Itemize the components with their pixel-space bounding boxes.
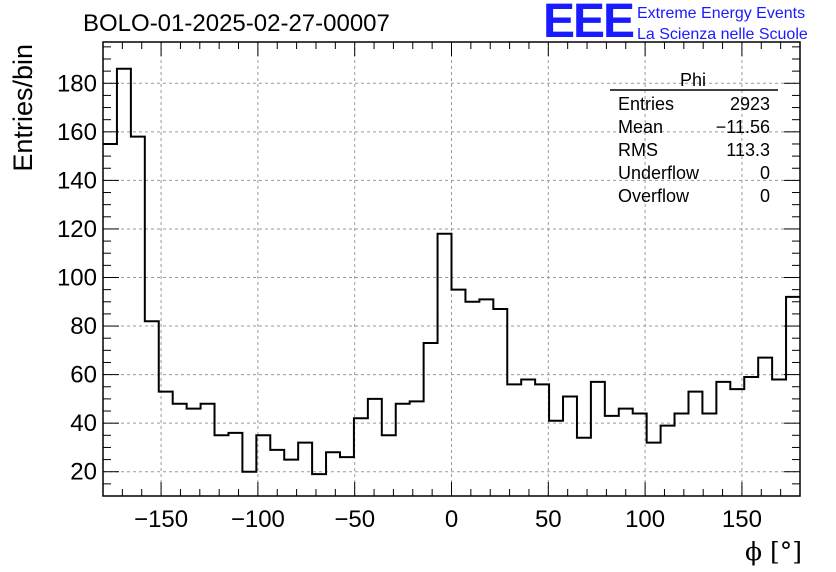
- histogram-bin-27: [479, 299, 493, 496]
- stats-value: 0: [760, 163, 770, 183]
- histogram-bin-26: [465, 302, 479, 496]
- stats-label: Underflow: [618, 163, 700, 183]
- histogram-bin-34: [577, 438, 591, 496]
- histogram-bin-28: [493, 309, 507, 496]
- histogram-bin-33: [563, 396, 577, 496]
- histogram-bin-3: [145, 321, 159, 496]
- histogram-bin-15: [312, 474, 326, 496]
- histogram-bin-18: [354, 418, 368, 496]
- histogram-bin-23: [424, 343, 438, 496]
- histogram-bin-13: [284, 460, 298, 496]
- eee-logo-line2: La Scienza nelle Scuole: [637, 26, 808, 43]
- stats-label: Entries: [618, 94, 674, 114]
- histogram-bin-14: [298, 443, 312, 496]
- x-tick-label: −100: [231, 506, 285, 533]
- histogram-bin-21: [396, 404, 410, 496]
- stats-value: 2923: [730, 94, 770, 114]
- y-tick-label: 40: [70, 410, 97, 437]
- eee-logo-line1: Extreme Energy Events: [637, 5, 806, 22]
- stats-value: 113.3: [726, 140, 770, 160]
- histogram-bin-19: [368, 399, 382, 496]
- histogram-bin-9: [228, 433, 242, 496]
- histogram-bin-30: [521, 379, 535, 496]
- histogram-bin-0: [103, 144, 117, 496]
- x-tick-label: −150: [134, 506, 188, 533]
- stats-label: Overflow: [618, 186, 690, 206]
- histogram-bin-49: [786, 297, 800, 496]
- histogram-bin-42: [688, 392, 702, 496]
- stats-label: RMS: [618, 140, 658, 160]
- histogram-bin-7: [201, 404, 215, 496]
- x-tick-label: 0: [445, 506, 458, 533]
- histogram-bin-41: [675, 413, 689, 496]
- x-tick-label: 150: [722, 506, 762, 533]
- histogram-bin-8: [215, 435, 229, 496]
- stats-title: Phi: [680, 70, 706, 90]
- histogram-bin-36: [605, 416, 619, 496]
- histogram-bin-35: [591, 382, 605, 496]
- y-axis-title: Entries/bin: [8, 44, 38, 172]
- histogram-series: [103, 67, 800, 476]
- stats-box: Phi Entries 2923 Mean −11.56 RMS 113.3 Underflo…: [610, 70, 778, 206]
- histogram-bin-29: [507, 384, 521, 496]
- y-tick-label: 20: [70, 459, 97, 486]
- histogram-bin-16: [326, 452, 340, 496]
- histogram-bin-6: [187, 409, 201, 496]
- histogram-bin-43: [702, 413, 716, 496]
- eee-logo-mark: EEE: [543, 0, 635, 48]
- histogram-bin-48: [772, 379, 786, 496]
- x-tick-label: 100: [625, 506, 665, 533]
- histogram-bin-25: [452, 290, 466, 496]
- histogram-bin-46: [744, 377, 758, 496]
- x-tick-label: 50: [535, 506, 562, 533]
- histogram-bin-20: [382, 435, 396, 496]
- histogram-bin-37: [619, 409, 633, 496]
- x-axis-title: ϕ [°]: [745, 537, 802, 566]
- histogram-bin-32: [549, 421, 563, 496]
- y-tick-label: 100: [57, 264, 97, 291]
- y-tick-label: 60: [70, 362, 97, 389]
- histogram-bin-4: [159, 392, 173, 496]
- y-tick-label: 80: [70, 313, 97, 340]
- stats-value: −11.56: [716, 117, 770, 137]
- x-tick-label: −50: [334, 506, 375, 533]
- histogram-bin-44: [716, 382, 730, 496]
- stats-value: 0: [760, 186, 770, 206]
- histogram-bin-1: [117, 69, 131, 496]
- y-tick-label: 180: [57, 70, 97, 97]
- chart-title: BOLO-01-2025-02-27-00007: [83, 10, 390, 37]
- stats-label: Mean: [618, 117, 663, 137]
- histogram-bin-11: [256, 435, 270, 496]
- histogram-bin-17: [340, 457, 354, 496]
- histogram-bin-22: [410, 401, 424, 496]
- histogram-bin-5: [173, 404, 187, 496]
- histogram-bin-2: [131, 137, 145, 496]
- histogram-bin-45: [730, 389, 744, 496]
- histogram-bin-31: [535, 384, 549, 496]
- y-tick-label: 120: [57, 216, 97, 243]
- histogram-bin-24: [438, 234, 452, 496]
- y-tick-label: 160: [57, 119, 97, 146]
- histogram-bin-39: [647, 443, 661, 496]
- histogram-bin-38: [633, 413, 647, 496]
- y-tick-label: 140: [57, 167, 97, 194]
- histogram-bin-40: [661, 426, 675, 496]
- histogram-bin-47: [758, 358, 772, 496]
- histogram-bin-10: [242, 472, 256, 496]
